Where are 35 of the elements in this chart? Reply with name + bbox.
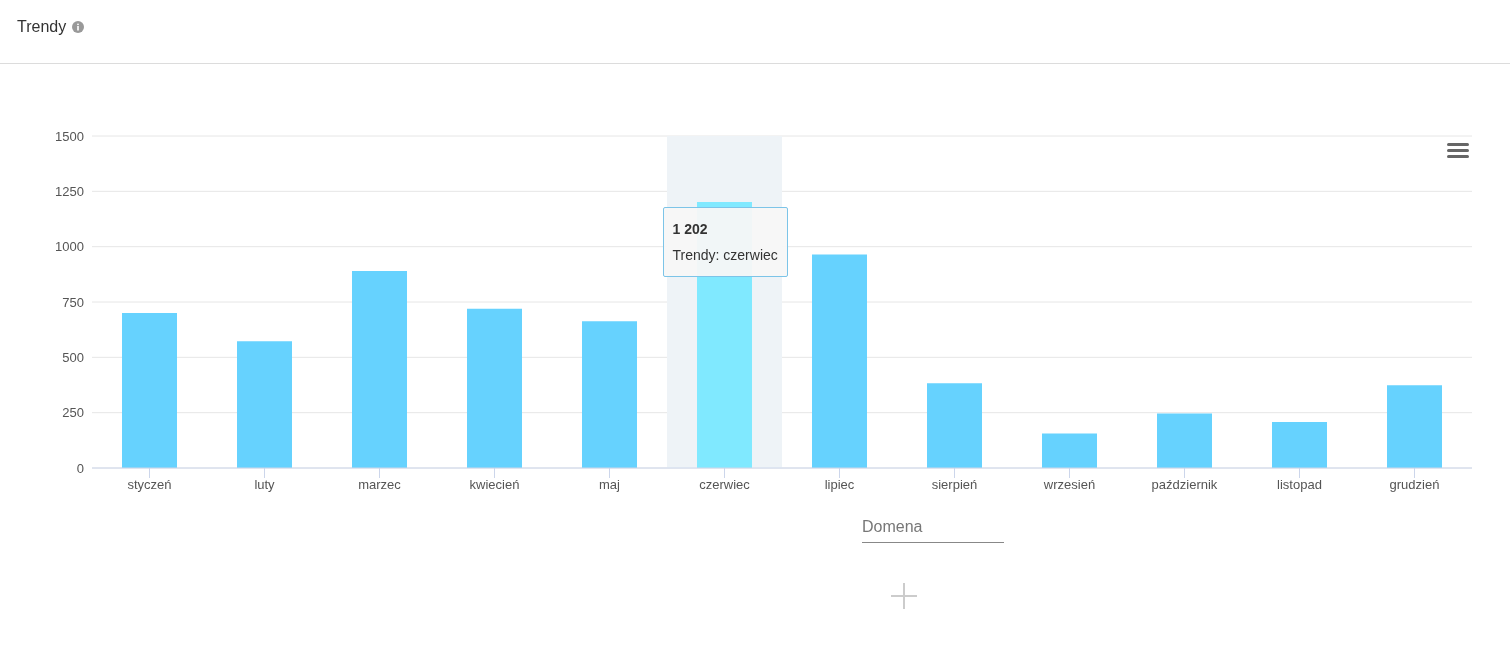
x-tick-label: luty	[254, 477, 276, 493]
bar	[582, 321, 637, 468]
y-tick-label: 750	[62, 294, 84, 310]
bar	[1157, 413, 1212, 468]
x-tick-label: listopad	[1277, 477, 1322, 493]
text-field: Domena	[862, 518, 1004, 543]
x-tick-label: wrzesień	[1042, 477, 1096, 493]
y-tick-label: 1500	[55, 128, 84, 144]
x-tick-label: styczeń	[127, 477, 172, 493]
y-tick-label: 1250	[55, 183, 84, 199]
tooltip-box: 1 202 Trendy: czerwiec	[662, 207, 788, 277]
x-tick-label: maj	[599, 477, 621, 493]
bar	[352, 271, 407, 468]
x-tick-label: kwiecień	[469, 477, 520, 493]
y-tick-label: 0	[76, 460, 84, 476]
x-tick-label: marzec	[358, 477, 402, 493]
chart-title: Trendy	[17, 18, 67, 36]
bar	[1387, 385, 1442, 468]
x-tick-label: grudzień	[1389, 477, 1440, 493]
data-label: 1 202	[672, 220, 709, 239]
bar	[1042, 433, 1097, 468]
x-tick-label: lipiec	[824, 477, 855, 493]
annotation: Trendy: czerwiec	[672, 246, 778, 265]
y-tick-label: 1000	[55, 239, 84, 255]
bar	[812, 254, 867, 468]
y-tick-label: 250	[62, 405, 84, 421]
bar	[122, 313, 177, 468]
x-tick-label: październik	[1151, 477, 1218, 493]
bar	[927, 383, 982, 468]
bar	[467, 308, 522, 468]
y-tick-label: 500	[62, 349, 84, 365]
x-tick-label: sierpień	[931, 477, 978, 493]
x-tick-label: czerwiec	[699, 477, 751, 493]
bar	[1272, 421, 1327, 468]
bar	[237, 341, 292, 468]
